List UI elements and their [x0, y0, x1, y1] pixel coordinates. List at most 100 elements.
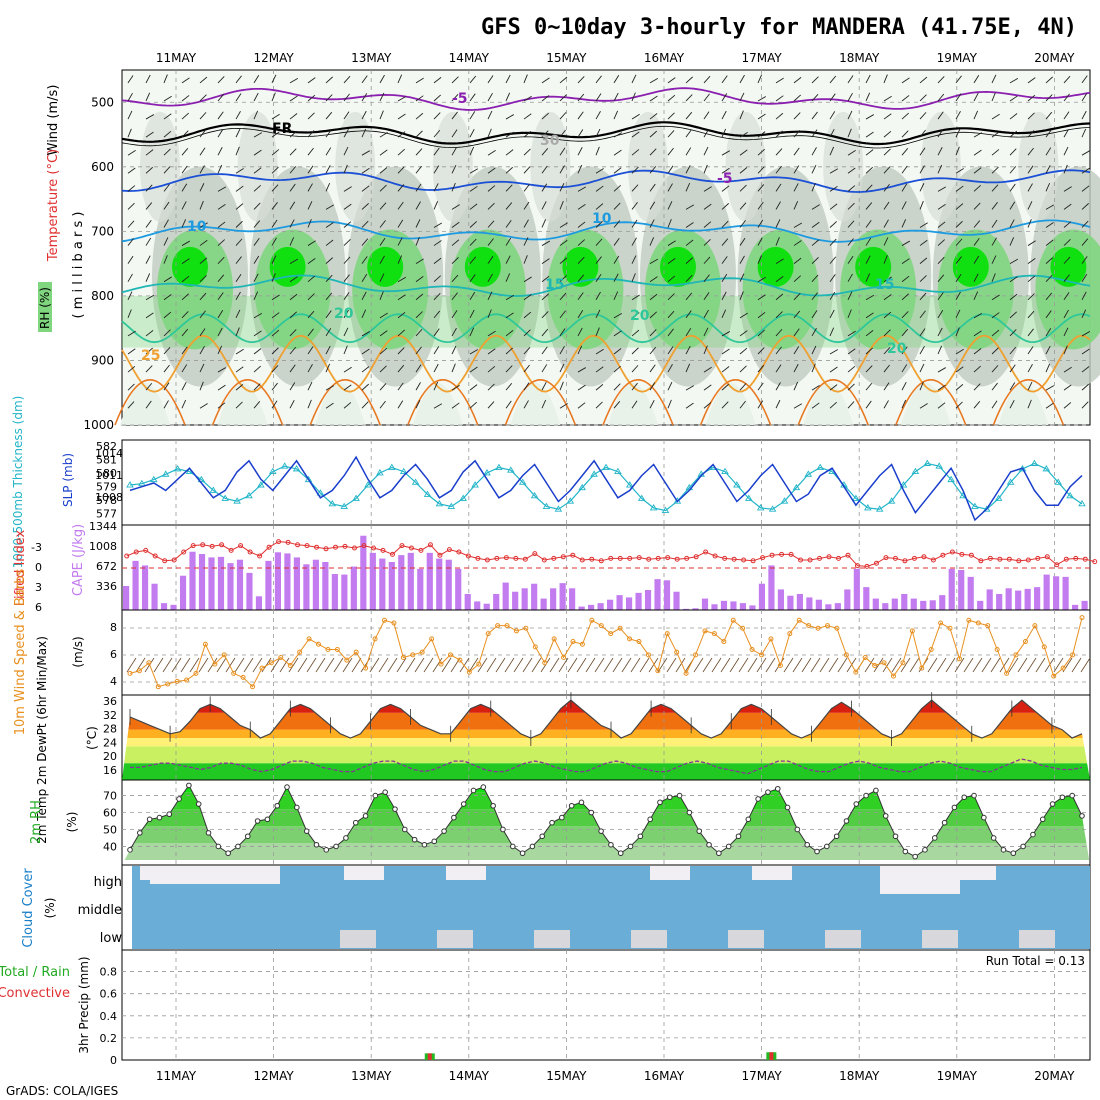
wind-speed-marker: [221, 652, 227, 658]
wind-barb: [289, 400, 295, 409]
wind-barb: [289, 311, 297, 319]
wind-speed-marker: [476, 661, 482, 667]
wind-barb: [289, 78, 299, 84]
wind-barb: [613, 383, 621, 391]
wind-barb: [793, 183, 799, 192]
wind-barb: [163, 329, 171, 337]
wind-barb: [397, 311, 406, 319]
wind-barb: [253, 348, 262, 355]
thickness-marker: [447, 502, 456, 509]
wind-barb: [415, 328, 423, 337]
wind-barb: [271, 365, 279, 373]
cape-bar: [654, 579, 661, 610]
lifted-index-marker: [352, 545, 358, 551]
wind-barb: [253, 238, 260, 246]
surface-arch: [120, 383, 170, 425]
wind-barb: [1045, 129, 1052, 138]
wind-barb: [613, 184, 621, 192]
lifted-index-marker: [143, 547, 149, 553]
wind-barb: [883, 400, 889, 409]
wind-barb: [613, 220, 621, 228]
wind-barb: [1063, 75, 1071, 84]
wind-barb: [955, 128, 961, 138]
wind-barb: [721, 273, 728, 282]
top-date-label: 20MAY: [1034, 51, 1075, 65]
wind-barb: [559, 275, 567, 283]
wind-barb: [1009, 201, 1016, 210]
wind-barb: [361, 383, 369, 391]
wind-barb: [631, 113, 640, 120]
surface-wind-barb: [891, 657, 902, 673]
wind-barb: [181, 130, 189, 138]
lifted-index-marker: [1092, 559, 1098, 565]
cape-bar: [1062, 576, 1069, 610]
wind-barb: [721, 128, 727, 138]
wind-barb: [919, 310, 926, 319]
wind-barb: [739, 330, 748, 337]
rh-marker: [215, 843, 222, 850]
wind-barb: [1027, 201, 1033, 210]
wind-barb: [1081, 238, 1089, 246]
wind-barb: [451, 93, 459, 102]
wind-barb: [685, 385, 695, 391]
wind-barb: [325, 328, 332, 337]
wind-barb: [703, 402, 712, 409]
thickness-marker: [780, 497, 789, 504]
wind-barb: [181, 311, 189, 319]
wind-barb: [379, 92, 385, 102]
cape-bar: [1053, 576, 1060, 610]
pressure-axis-label: ( m i l l i b a r s ): [71, 212, 86, 319]
wind-barb: [325, 147, 332, 156]
lifted-index-marker: [228, 547, 234, 553]
wind-barb: [739, 202, 747, 210]
wind-barb: [199, 94, 207, 102]
wind-barb: [163, 311, 172, 319]
wind-barb: [919, 112, 927, 120]
wind-barb: [343, 327, 349, 337]
surface-wind-barb: [396, 657, 407, 673]
wind-barb: [523, 255, 528, 264]
wind-barb: [793, 403, 803, 409]
wind-barb: [523, 364, 530, 373]
lifted-index-marker: [408, 545, 414, 551]
wind-barb: [955, 185, 964, 192]
wind-barb: [343, 111, 350, 120]
wind-barb: [865, 184, 873, 192]
surface-arch: [803, 383, 854, 425]
wind-barb: [559, 292, 567, 301]
lifted-index-marker: [665, 555, 671, 561]
wind-barb: [415, 148, 423, 156]
wind-barb: [631, 184, 639, 192]
wind-barb: [559, 129, 566, 138]
wind-barb: [991, 131, 1000, 138]
li-tick: 0: [35, 561, 42, 574]
wind-barb: [973, 220, 981, 228]
contour-label: -5: [717, 171, 733, 187]
wind-barb: [289, 382, 296, 391]
cape-bar: [777, 589, 784, 610]
surface-wind-barb: [198, 657, 209, 673]
wind-barb: [811, 182, 816, 192]
wind-barb: [1045, 94, 1053, 102]
surface-wind-barb: [1035, 657, 1046, 673]
wind-barb: [973, 110, 979, 120]
rh-marker: [1069, 792, 1075, 799]
wind-barb: [505, 184, 513, 192]
wind-barb: [559, 222, 568, 228]
rh-marker: [549, 819, 555, 826]
wind-barb: [559, 310, 566, 319]
wind-barb: [1063, 274, 1070, 282]
wind-tick: 8: [110, 621, 117, 634]
wind-barb: [1009, 148, 1017, 156]
wind-barb: [469, 221, 477, 228]
wind-barb: [973, 92, 979, 102]
rh-marker: [725, 843, 732, 850]
lifted-index-marker: [266, 544, 272, 550]
wind-barb: [829, 238, 837, 246]
dewpoint-line: [130, 758, 1083, 775]
surface-wind-barb: [459, 657, 470, 673]
wind-barb: [343, 309, 349, 319]
wind-barb: [883, 201, 890, 210]
footer-credit: GrADS: COLA/IGES: [6, 1084, 118, 1098]
wind-barb: [829, 168, 839, 174]
